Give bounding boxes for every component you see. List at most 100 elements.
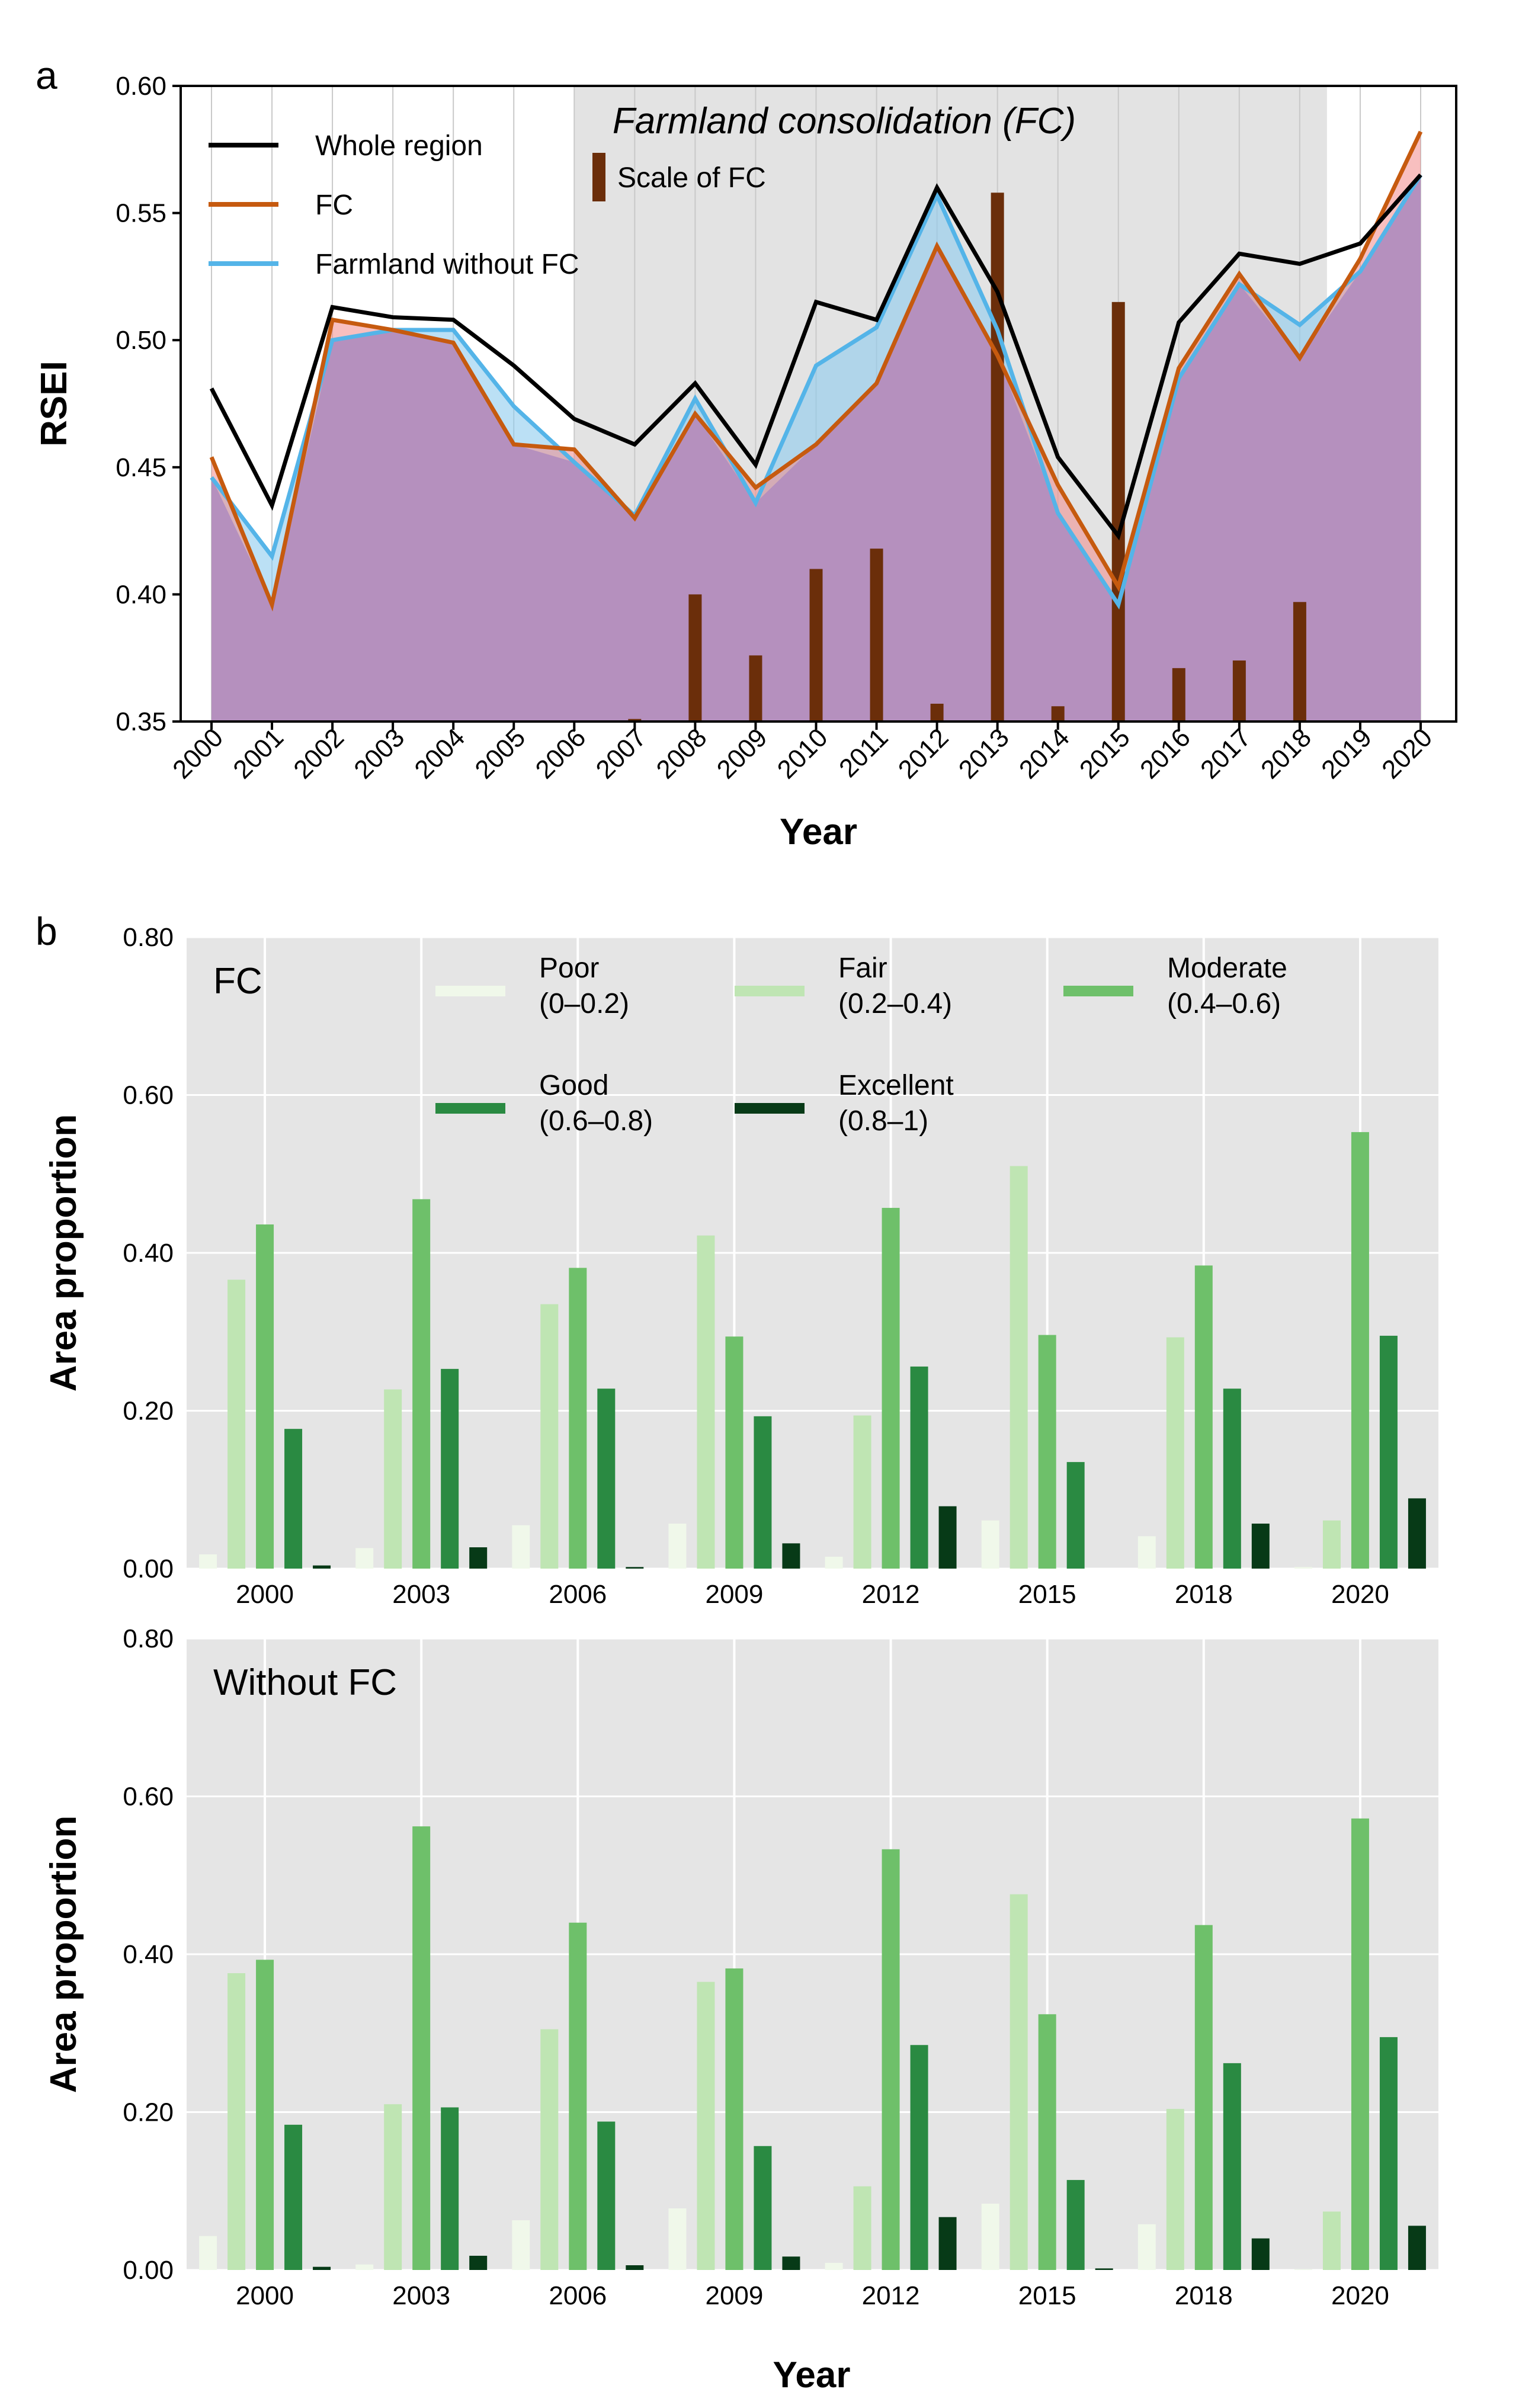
- rsei-x-axis-label: Year: [780, 812, 857, 852]
- fc-title: Farmland consolidation (FC): [613, 101, 1076, 142]
- fc-bars: [199, 1132, 1426, 1569]
- b2-bar-2020-moderate: [1351, 1818, 1369, 2270]
- rsei-ytick-label-0.40: 0.40: [116, 580, 166, 609]
- b2-bar-2020-excellent: [1408, 2226, 1426, 2270]
- b1-xtick-label-2012: 2012: [862, 1580, 920, 1609]
- b1-bar-2009-moderate: [725, 1336, 744, 1569]
- fc-panel-title: FC: [213, 961, 262, 1002]
- b1-bar-2015-fair: [1010, 1166, 1028, 1569]
- b2-bar-2009-good: [754, 2146, 772, 2270]
- grade-legend: Poor (0–0.2) Fair (0.2–0.4) Moderate (0.4–0.6…: [435, 953, 1287, 1137]
- b1-ytick-label-0.20: 0.20: [123, 1397, 174, 1426]
- without-fc-bars: [199, 1818, 1426, 2270]
- b2-bar-2018-fair: [1166, 2109, 1184, 2270]
- rsei-xtick-label-2016: 2016: [1135, 723, 1196, 784]
- scale-of-fc-bar-2012: [930, 703, 944, 722]
- b2-bar-2009-excellent: [782, 2256, 800, 2270]
- b2-bar-2015-fair: [1010, 1894, 1028, 2270]
- b2-bar-2003-poor: [355, 2264, 374, 2270]
- legend-label-poor: Poor: [539, 953, 599, 984]
- rsei-xtick-label-2017: 2017: [1195, 723, 1257, 784]
- b1-bar-2000-fair: [227, 1280, 246, 1569]
- b2-bar-2006-fair: [540, 2029, 559, 2270]
- legend-swatch-good: [435, 1103, 505, 1114]
- b2-xtick-label-2006: 2006: [549, 2281, 607, 2310]
- rsei-xtick-label-2006: 2006: [530, 723, 592, 784]
- b1-bar-2020-moderate: [1351, 1132, 1369, 1569]
- b1-bar-2020-good: [1379, 1335, 1398, 1569]
- b2-bar-2000-excellent: [313, 2266, 331, 2270]
- b1-xtick-label-2003: 2003: [392, 1580, 450, 1609]
- scale-of-fc-bar-2013: [991, 193, 1004, 722]
- b2-bar-2018-moderate: [1194, 1925, 1213, 2270]
- b1-bar-2006-fair: [540, 1304, 559, 1569]
- b2-bar-2000-moderate: [256, 1960, 274, 2270]
- legend-range-moderate: (0.4–0.6): [1167, 988, 1281, 1019]
- b1-bar-2000-good: [284, 1429, 303, 1569]
- scale-of-fc-bar-2008: [688, 594, 702, 722]
- legend-label-scale-of-fc: Scale of FC: [617, 162, 766, 194]
- b1-ytick-label-0.40: 0.40: [123, 1239, 174, 1268]
- b2-bar-2012-excellent: [938, 2217, 957, 2270]
- rsei-xtick-label-2011: 2011: [834, 723, 894, 783]
- rsei-ytick-label-0.55: 0.55: [116, 199, 166, 228]
- b1-bar-2018-excellent: [1251, 1524, 1270, 1569]
- fc-y-axis-label: Area proportion: [43, 1114, 84, 1391]
- legend-swatch-scale-of-fc: [592, 153, 605, 201]
- b1-bar-2012-poor: [825, 1557, 843, 1569]
- b1-bar-2015-good: [1066, 1462, 1085, 1569]
- legend-range-poor: (0–0.2): [539, 988, 629, 1019]
- panel-b-label: b: [36, 909, 57, 953]
- rsei-xtick-label-2010: 2010: [772, 723, 834, 784]
- rsei-y-ticks: 0.35 0.40 0.45 0.50 0.55 0.60: [116, 72, 181, 736]
- legend-label-excellent: Excellent: [838, 1070, 954, 1101]
- panel-a-label: a: [36, 53, 57, 97]
- b1-xtick-label-2000: 2000: [236, 1580, 294, 1609]
- b2-bar-2018-excellent: [1251, 2238, 1270, 2270]
- rsei-xtick-label-2008: 2008: [651, 723, 713, 784]
- b1-xtick-label-2009: 2009: [705, 1580, 763, 1609]
- legend-swatch-excellent: [735, 1103, 805, 1114]
- b1-bar-2000-moderate: [256, 1224, 274, 1569]
- without-fc-y-axis-label: Area proportion: [43, 1816, 84, 2093]
- scale-of-fc-bar-2016: [1172, 668, 1185, 722]
- b1-bar-2009-poor: [668, 1524, 687, 1569]
- b1-bar-2009-excellent: [782, 1543, 800, 1569]
- b2-ytick-label-0.60: 0.60: [123, 1782, 174, 1811]
- b1-ytick-label-0.60: 0.60: [123, 1081, 174, 1110]
- rsei-xtick-label-2003: 2003: [348, 723, 410, 784]
- rsei-ytick-label-0.50: 0.50: [116, 326, 166, 355]
- legend-swatch-moderate: [1063, 986, 1133, 996]
- rsei-xtick-label-2009: 2009: [712, 723, 773, 784]
- without-fc-y-ticks: 0.00 0.20 0.40 0.60 0.80: [123, 1624, 174, 2285]
- scale-of-fc-bar-2018: [1293, 602, 1306, 722]
- b1-bar-2012-good: [910, 1366, 928, 1569]
- b2-bar-2018-good: [1223, 2063, 1241, 2270]
- without-fc-area-bar-chart: 0.00 0.20 0.40 0.60 0.80 2000 2003 2006 2009 201…: [43, 1624, 1438, 2396]
- b1-bar-2003-excellent: [469, 1547, 488, 1569]
- b2-bar-2009-poor: [668, 2208, 687, 2270]
- b1-bar-2020-fair: [1322, 1520, 1341, 1569]
- b2-xtick-label-2003: 2003: [392, 2281, 450, 2310]
- rsei-x-ticks: 2000200120022003200420052006200720082009…: [167, 722, 1438, 784]
- b1-bar-2000-poor: [199, 1554, 217, 1569]
- scale-of-fc-bars: [568, 193, 1306, 723]
- b1-bar-2003-good: [441, 1368, 459, 1569]
- overlap-area: [211, 175, 1421, 722]
- legend-swatch-fair: [735, 986, 805, 996]
- b2-bar-2015-moderate: [1038, 2014, 1056, 2270]
- scale-of-fc-bar-2017: [1232, 660, 1246, 722]
- b1-bar-2015-moderate: [1038, 1335, 1056, 1569]
- legend-label-farmland-without-fc: Farmland without FC: [315, 249, 579, 280]
- b2-ytick-label-0.40: 0.40: [123, 1940, 174, 1969]
- b1-bar-2009-fair: [697, 1235, 715, 1569]
- b2-bar-2015-good: [1066, 2180, 1085, 2270]
- b2-bar-2000-good: [284, 2124, 303, 2270]
- fc-line: [209, 130, 1423, 612]
- b2-ytick-label-0.80: 0.80: [123, 1624, 174, 1653]
- b1-bar-2020-excellent: [1408, 1498, 1426, 1569]
- legend-label-fc: FC: [315, 190, 353, 221]
- b1-bar-2000-excellent: [313, 1565, 331, 1569]
- rsei-xtick-label-2004: 2004: [409, 723, 470, 784]
- rsei-series-lines: [209, 130, 1423, 612]
